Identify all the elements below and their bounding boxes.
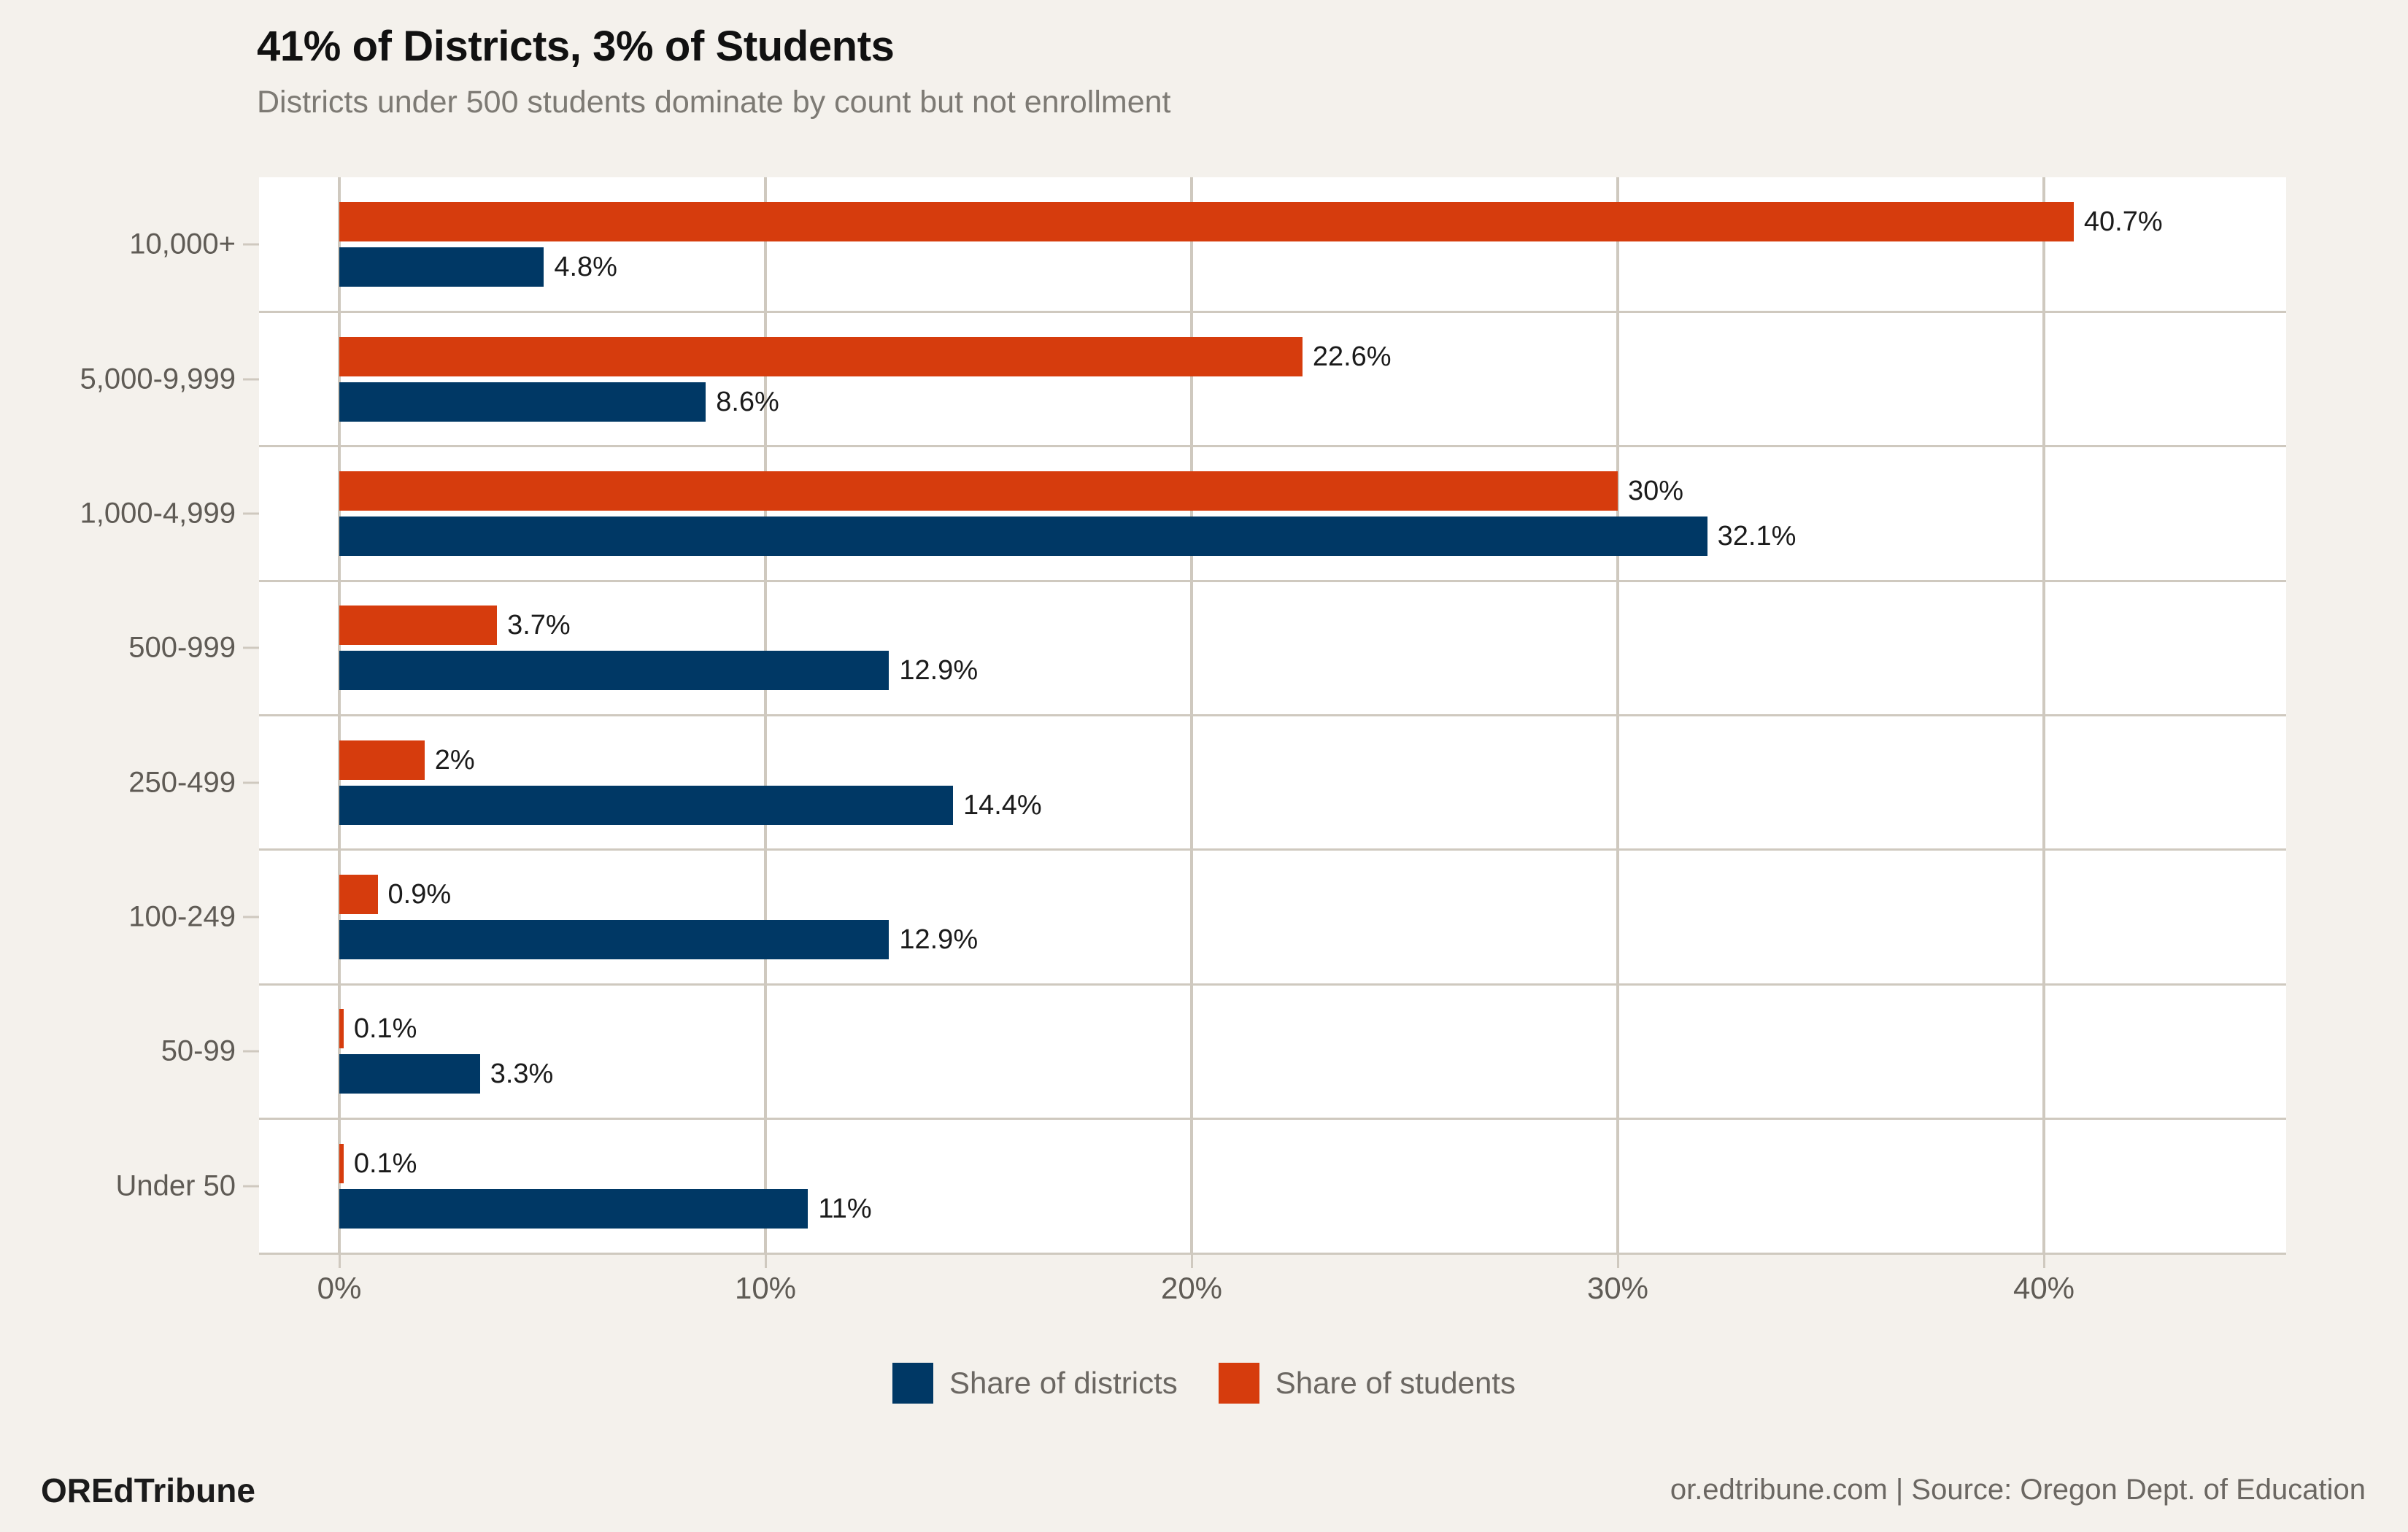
x-tick-label: 10% (734, 1271, 797, 1305)
x-tick-mark (339, 1253, 341, 1268)
x-tick-mark (1617, 1253, 1619, 1268)
bar-value-label: 12.9% (899, 655, 979, 686)
bar-value-label: 0.1% (353, 1013, 417, 1045)
x-tick-label: 40% (2013, 1271, 2075, 1305)
y-tick-mark (243, 646, 259, 649)
y-axis-category-label: Under 50 (115, 1169, 236, 1202)
x-tick-mark (1191, 1253, 1193, 1268)
source-attribution: or.edtribune.com | Source: Oregon Dept. … (1670, 1474, 2366, 1506)
chart-subtitle: Districts under 500 students dominate by… (257, 84, 1171, 120)
bar-value-label: 0.9% (387, 879, 452, 910)
bar-value-label: 32.1% (1717, 520, 1797, 552)
legend-item[interactable]: Share of districts (892, 1363, 1178, 1404)
category-separator (259, 579, 2286, 582)
y-tick-mark (243, 378, 259, 381)
legend-label: Share of students (1275, 1366, 1516, 1400)
bar-value-label: 0.1% (353, 1148, 417, 1179)
bar-value-label: 2% (434, 744, 475, 775)
chart-header: 41% of Districts, 3% of Students Distric… (257, 23, 2300, 120)
category-separator (259, 1118, 2286, 1121)
x-tick-label: 20% (1160, 1271, 1223, 1305)
y-tick-mark (243, 1185, 259, 1188)
bar-students[interactable] (339, 471, 1618, 511)
bar-students[interactable] (339, 1143, 344, 1183)
category-separator (259, 983, 2286, 986)
bar-students[interactable] (339, 606, 498, 646)
y-tick-mark (243, 512, 259, 515)
y-axis-category-label: 250-499 (128, 766, 236, 799)
bar-value-label: 4.8% (554, 252, 617, 283)
legend-label: Share of districts (949, 1366, 1178, 1400)
y-tick-mark (243, 781, 259, 784)
brand-logo: OREdTribune (41, 1471, 255, 1509)
category-separator (259, 445, 2286, 448)
bar-districts[interactable] (339, 382, 706, 422)
x-tick-label: 0% (317, 1271, 362, 1305)
bar-students[interactable] (339, 740, 425, 780)
bar-districts[interactable] (339, 516, 1707, 556)
bar-value-label: 14.4% (962, 789, 1042, 821)
bar-students[interactable] (339, 875, 378, 915)
y-tick-mark (243, 243, 259, 246)
category-separator (259, 310, 2286, 313)
bar-value-label: 3.7% (507, 610, 571, 641)
bar-value-label: 3.3% (490, 1059, 554, 1090)
legend-item[interactable]: Share of students (1218, 1363, 1516, 1404)
category-separator (259, 1252, 2286, 1255)
y-axis-category-label: 100-249 (128, 900, 236, 933)
footer: OREdTribune or.edtribune.com | Source: O… (0, 1471, 2408, 1514)
bar-students[interactable] (339, 336, 1303, 376)
bar-districts[interactable] (339, 1054, 480, 1094)
x-tick-mark (2043, 1253, 2045, 1268)
y-tick-mark (243, 1050, 259, 1053)
y-axis-category-label: 500-999 (128, 631, 236, 664)
category-separator (259, 714, 2286, 716)
legend-swatch-icon (892, 1363, 933, 1404)
bar-districts[interactable] (339, 920, 890, 960)
bar-districts[interactable] (339, 247, 544, 287)
bar-value-label: 8.6% (716, 386, 779, 417)
x-tick-mark (765, 1253, 767, 1268)
x-tick-label: 30% (1586, 1271, 1649, 1305)
plot-area: 40.7% 4.8% 22.6% 8.6% 30% 32.1% 3.7% 12.9% 2% 14.… (259, 177, 2286, 1255)
bar-districts[interactable] (339, 651, 890, 691)
bar-value-label: 40.7% (2083, 206, 2163, 238)
y-axis-category-label: 5,000-9,999 (80, 363, 236, 395)
bar-students[interactable] (339, 1009, 344, 1049)
bar-value-label: 12.9% (899, 924, 979, 956)
page-title: 41% of Districts, 3% of Students (257, 23, 895, 70)
bar-students[interactable] (339, 202, 2074, 242)
bar-value-label: 11% (818, 1193, 872, 1224)
y-axis-category-label: 50-99 (161, 1034, 236, 1067)
y-axis-category-label: 10,000+ (129, 228, 236, 260)
bar-districts[interactable] (339, 785, 953, 825)
y-axis-category-label: 1,000-4,999 (80, 497, 236, 530)
y-tick-mark (243, 916, 259, 918)
chart-legend: Share of districts Share of students (0, 1363, 2408, 1404)
bar-districts[interactable] (339, 1188, 809, 1229)
bar-value-label: 22.6% (1312, 341, 1392, 372)
legend-swatch-icon (1218, 1363, 1259, 1404)
bar-value-label: 30% (1628, 475, 1684, 506)
category-separator (259, 848, 2286, 851)
